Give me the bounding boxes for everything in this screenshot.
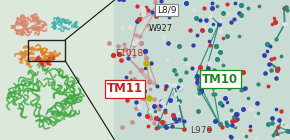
Bar bbox=[114, 0, 290, 140]
Bar bbox=[28, 40, 65, 61]
Text: F1018: F1018 bbox=[115, 49, 143, 58]
Bar bbox=[0, 0, 114, 140]
Text: TM11: TM11 bbox=[107, 82, 143, 95]
Text: L970: L970 bbox=[191, 126, 213, 135]
Text: TM10: TM10 bbox=[202, 73, 238, 86]
Text: L8/9: L8/9 bbox=[157, 5, 177, 14]
Text: W927: W927 bbox=[149, 24, 173, 32]
